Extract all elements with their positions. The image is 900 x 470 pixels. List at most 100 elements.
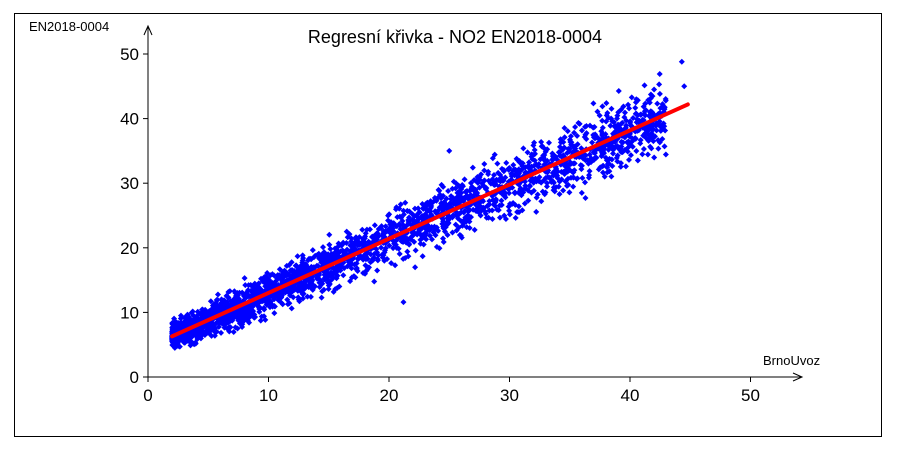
data-point xyxy=(396,205,403,212)
data-point xyxy=(608,115,615,122)
data-point xyxy=(586,122,593,129)
data-point xyxy=(302,261,309,268)
data-point xyxy=(659,101,666,108)
data-point xyxy=(617,144,624,151)
data-point xyxy=(525,197,532,204)
data-point xyxy=(632,104,639,111)
data-point xyxy=(591,123,598,130)
data-point xyxy=(640,103,647,110)
data-point xyxy=(292,262,299,269)
data-point xyxy=(332,264,339,271)
data-point xyxy=(261,273,268,280)
data-point xyxy=(267,272,274,279)
data-point xyxy=(465,208,472,215)
data-point xyxy=(203,327,210,334)
data-point xyxy=(327,269,334,276)
data-point xyxy=(461,176,468,183)
data-point xyxy=(645,127,652,134)
data-point xyxy=(614,135,621,142)
data-point xyxy=(518,192,525,199)
data-point xyxy=(323,251,330,258)
data-point xyxy=(574,141,581,148)
data-point xyxy=(424,208,431,215)
data-point xyxy=(424,199,431,206)
data-point xyxy=(408,234,415,241)
data-point xyxy=(522,182,529,189)
data-point xyxy=(530,142,537,149)
data-point xyxy=(522,169,529,176)
data-point xyxy=(411,205,418,212)
data-point xyxy=(655,137,662,144)
data-point xyxy=(296,298,303,305)
data-point xyxy=(352,274,359,281)
data-point xyxy=(309,247,316,254)
data-point xyxy=(485,177,492,184)
data-point xyxy=(544,169,551,176)
data-point xyxy=(607,122,614,129)
data-point xyxy=(550,172,557,179)
data-point xyxy=(271,303,278,310)
data-point xyxy=(284,301,291,308)
data-point xyxy=(538,198,545,205)
data-point xyxy=(601,173,608,180)
data-point xyxy=(503,159,510,166)
data-point xyxy=(362,262,369,269)
y-tick-label: 10 xyxy=(120,303,139,322)
data-point xyxy=(325,286,332,293)
data-point xyxy=(296,285,303,292)
data-point xyxy=(271,310,278,317)
data-point xyxy=(498,202,505,209)
data-point xyxy=(217,303,224,310)
data-point xyxy=(656,90,663,97)
data-point xyxy=(230,329,237,336)
data-point xyxy=(533,194,540,201)
data-point xyxy=(215,323,222,330)
data-point xyxy=(260,304,267,311)
data-point xyxy=(196,331,203,338)
data-point xyxy=(177,319,184,326)
data-point xyxy=(621,109,628,116)
data-point xyxy=(542,189,549,196)
data-point xyxy=(244,317,251,324)
data-point xyxy=(250,302,257,309)
data-point xyxy=(209,321,216,328)
data-point xyxy=(510,162,517,169)
data-point xyxy=(187,339,194,346)
data-point xyxy=(407,221,414,228)
data-point xyxy=(506,190,513,197)
data-point xyxy=(170,323,177,330)
data-point xyxy=(363,226,370,233)
data-point xyxy=(633,147,640,154)
data-point xyxy=(332,245,339,252)
data-point xyxy=(582,152,589,159)
data-point xyxy=(619,149,626,156)
data-point xyxy=(594,134,601,141)
data-point xyxy=(484,202,491,209)
data-point xyxy=(175,342,182,349)
data-point xyxy=(647,132,654,139)
data-point xyxy=(476,176,483,183)
data-point xyxy=(603,118,610,125)
data-point xyxy=(281,267,288,274)
data-point xyxy=(359,226,366,233)
scatter-points xyxy=(169,58,688,351)
data-point xyxy=(257,317,264,324)
data-point xyxy=(500,177,507,184)
data-point xyxy=(566,145,573,152)
data-point xyxy=(416,209,423,216)
data-point xyxy=(400,211,407,218)
data-point xyxy=(242,293,249,300)
data-point xyxy=(521,200,528,207)
data-point xyxy=(464,215,471,222)
data-point xyxy=(226,328,233,335)
data-point xyxy=(371,278,378,285)
data-point xyxy=(381,247,388,254)
data-point xyxy=(367,259,374,266)
data-point xyxy=(288,267,295,274)
data-point xyxy=(371,232,378,239)
data-point xyxy=(619,139,626,146)
data-point xyxy=(213,296,220,303)
data-point xyxy=(628,94,635,101)
data-point xyxy=(624,139,631,146)
data-point xyxy=(416,228,423,235)
